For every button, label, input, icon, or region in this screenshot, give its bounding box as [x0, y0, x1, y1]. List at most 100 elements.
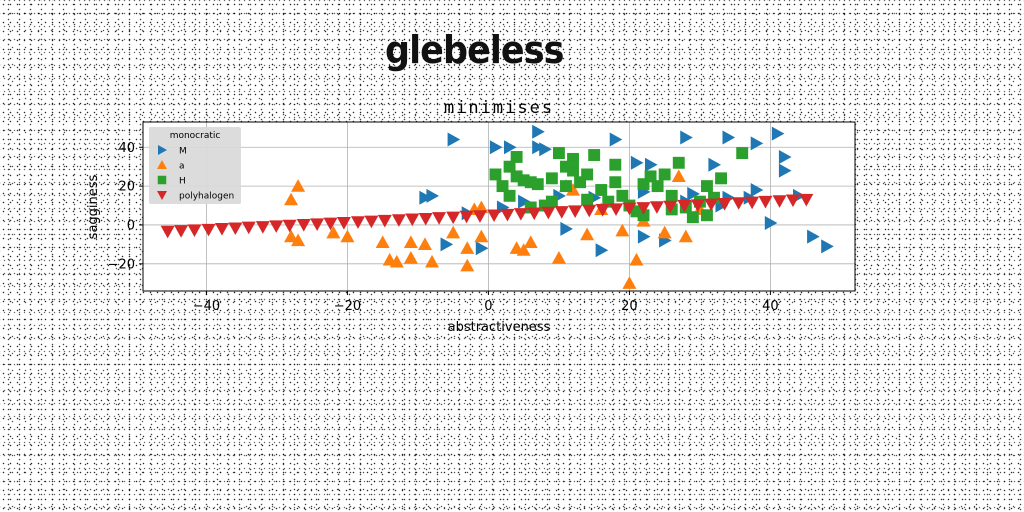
data-point — [595, 184, 608, 196]
data-point — [323, 217, 338, 231]
data-point — [532, 140, 545, 155]
data-point — [616, 189, 629, 202]
data-point — [663, 200, 678, 214]
data-point — [351, 216, 366, 229]
data-point — [364, 215, 379, 229]
data-point — [644, 170, 657, 183]
y-axis-label: sagginess — [86, 174, 101, 239]
data-point — [771, 126, 785, 141]
legend-marker — [157, 160, 167, 169]
legend-marker — [158, 145, 167, 155]
data-point — [560, 180, 572, 193]
legend-entry: polyhalogen — [179, 192, 234, 202]
data-point — [284, 229, 299, 243]
data-point — [630, 205, 643, 218]
y-tick-label: −20 — [108, 257, 135, 272]
data-point — [425, 254, 440, 268]
data-point — [567, 152, 579, 165]
data-point — [282, 219, 297, 233]
data-point — [609, 158, 622, 171]
data-point — [503, 140, 517, 155]
data-point — [460, 258, 475, 272]
data-point — [581, 168, 594, 181]
data-point — [472, 210, 487, 223]
data-point — [475, 241, 489, 256]
y-tick-label: 20 — [118, 180, 135, 195]
data-point — [687, 186, 700, 201]
data-point — [778, 149, 792, 164]
data-point — [609, 203, 624, 217]
data-point — [758, 195, 773, 209]
x-tick-label: 40 — [762, 299, 779, 314]
data-point — [447, 132, 461, 147]
data-point — [785, 194, 800, 208]
data-point — [615, 223, 630, 237]
data-point — [539, 142, 552, 157]
data-point — [778, 163, 792, 178]
data-point — [503, 189, 516, 202]
legend-marker — [157, 191, 167, 200]
series-3-points — [160, 193, 814, 239]
data-point — [560, 221, 573, 236]
data-point — [500, 208, 515, 222]
data-point — [523, 235, 538, 249]
data-point — [680, 130, 693, 145]
data-point — [241, 221, 256, 235]
data-point — [622, 202, 637, 216]
data-point — [671, 169, 686, 182]
data-point — [554, 206, 569, 219]
data-point — [531, 178, 544, 191]
data-point — [446, 225, 461, 239]
data-point — [690, 199, 705, 212]
data-point — [736, 147, 749, 160]
data-point — [799, 193, 814, 207]
data-point — [672, 156, 685, 169]
data-point — [629, 252, 644, 266]
data-point — [174, 225, 189, 238]
x-axis-label: abstractiveness — [448, 320, 551, 335]
y-tick-label: 40 — [118, 141, 135, 156]
data-point — [405, 213, 420, 227]
data-point — [496, 180, 509, 193]
x-tick-label: 0 — [484, 299, 492, 314]
data-point — [651, 180, 664, 193]
data-point — [426, 188, 440, 203]
y-tick-label: 0 — [127, 218, 135, 233]
data-point — [545, 195, 558, 208]
data-point — [446, 211, 461, 225]
data-point — [517, 174, 530, 187]
data-point — [510, 170, 523, 183]
data-point — [657, 225, 672, 239]
data-point — [807, 229, 820, 244]
data-point — [432, 212, 447, 225]
data-point — [389, 254, 404, 268]
plot-frame — [142, 121, 856, 292]
data-point — [459, 210, 474, 224]
data-point — [291, 233, 306, 247]
data-point — [377, 214, 392, 228]
page-title: glebeless — [385, 28, 564, 72]
data-point — [527, 207, 542, 221]
axis-ticks: −40 −20 0 20 40 −20 0 20 40 — [108, 141, 779, 314]
data-point — [644, 157, 658, 172]
data-point — [160, 225, 175, 239]
data-point — [391, 214, 406, 227]
data-point — [489, 168, 502, 181]
data-point — [524, 201, 537, 214]
data-point — [602, 195, 615, 208]
data-point — [678, 229, 693, 243]
data-point — [731, 197, 746, 210]
data-point — [489, 140, 503, 155]
data-point — [532, 124, 545, 139]
data-point — [580, 227, 595, 241]
data-point — [503, 160, 516, 173]
legend-marker — [157, 175, 167, 185]
data-point — [552, 147, 565, 160]
data-point — [291, 179, 306, 192]
data-point — [545, 172, 558, 185]
data-point — [296, 218, 311, 232]
data-point — [474, 200, 489, 214]
data-point — [228, 222, 243, 236]
data-point — [581, 193, 594, 206]
